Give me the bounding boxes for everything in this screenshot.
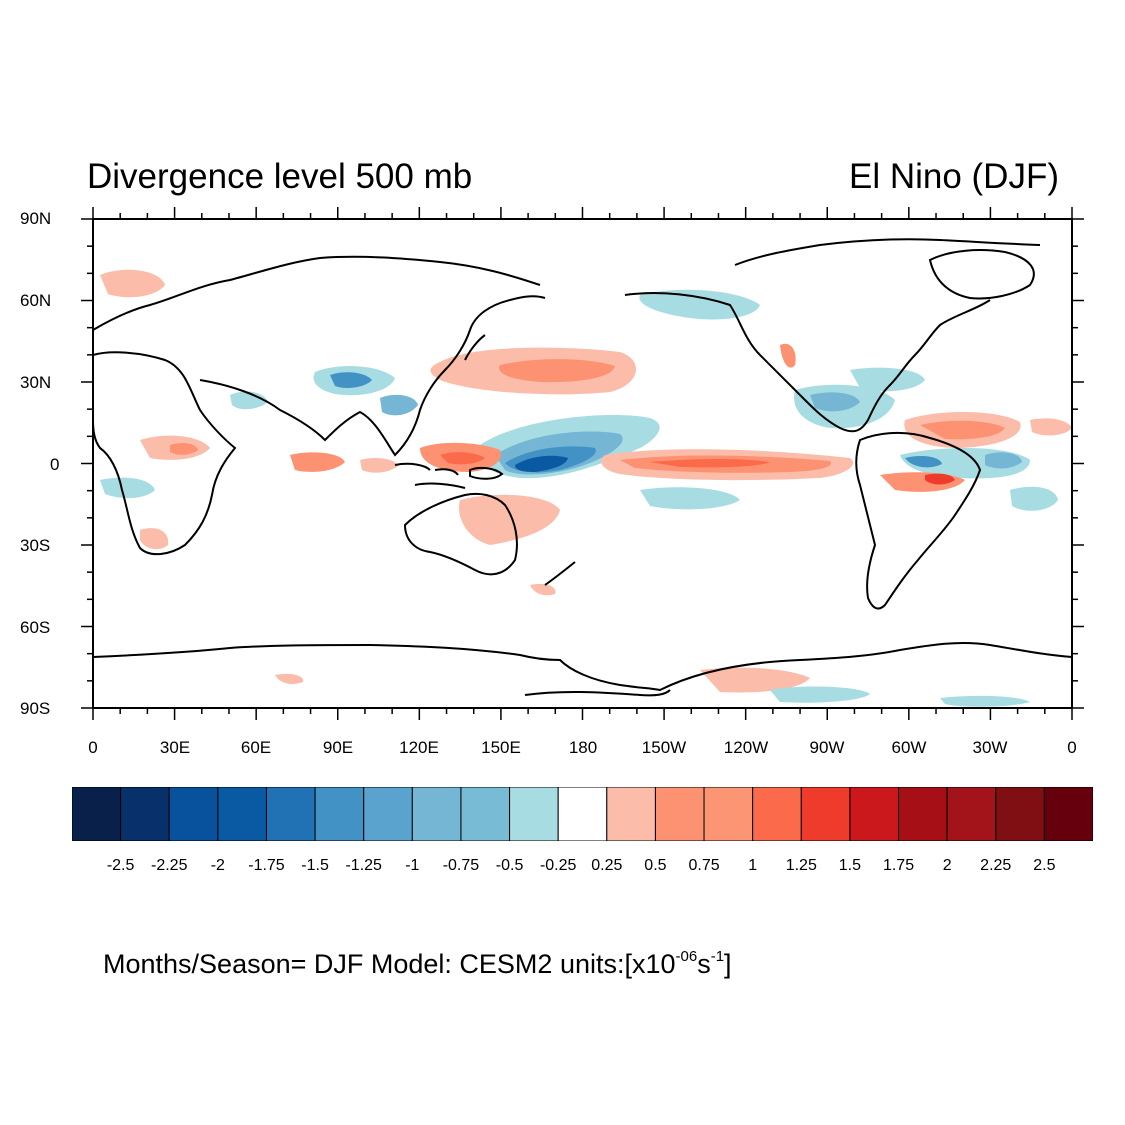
colorbar-label: 1.5 — [838, 857, 862, 874]
colorbar-swatch — [849, 787, 900, 841]
lat-label-90s: 90S — [20, 699, 51, 718]
colorbar-label: -2.25 — [151, 857, 188, 874]
colorbar-label: 0.25 — [591, 857, 623, 874]
colorbar-label: -2.5 — [106, 857, 135, 874]
anomaly-field — [100, 269, 1072, 707]
lon-label-30w: 30W — [972, 738, 1008, 757]
colorbar-label: 2.25 — [980, 857, 1012, 874]
colorbar-label: 1 — [748, 857, 758, 874]
colorbar-swatch — [800, 787, 851, 841]
colorbar-swatch — [1043, 787, 1093, 841]
colorbar-label: -1.5 — [301, 857, 329, 874]
colorbar-label: -1.25 — [345, 857, 382, 874]
lon-label-120e: 120E — [399, 738, 439, 757]
colorbar-swatch — [654, 787, 705, 841]
lon-label-90w: 90W — [809, 738, 845, 757]
colorbar-swatch — [72, 787, 122, 841]
colorbar-label: 2 — [942, 857, 952, 874]
lat-label-30s: 30S — [20, 536, 51, 555]
colorbar-label: -1.75 — [248, 857, 285, 874]
lat-label-30n: 30N — [20, 373, 52, 392]
lat-label-60n: 60N — [20, 291, 52, 310]
colorbar-label: -0.5 — [495, 857, 524, 874]
colorbar-label: -1 — [405, 857, 420, 874]
lon-label-120w: 120W — [723, 738, 769, 757]
lat-label-eq: 0 — [50, 455, 60, 474]
colorbar-label: -2 — [210, 857, 225, 874]
lon-label-30e: 30E — [159, 738, 191, 757]
colorbar-swatch — [946, 787, 997, 841]
colorbar-swatch — [217, 787, 267, 841]
coastlines — [92, 238, 1073, 697]
map-title: Divergence level 500 mb — [87, 157, 473, 196]
colorbar-swatch — [314, 787, 365, 841]
lon-label-150e: 150E — [481, 738, 521, 757]
colorbar-swatch — [363, 787, 413, 841]
lon-label-90e: 90E — [322, 738, 354, 757]
colorbar-label: -0.75 — [442, 857, 480, 874]
colorbar-label: 0.5 — [644, 857, 667, 874]
footer-prefix: Months/Season= DJF Model: CESM2 units:[x… — [103, 949, 676, 979]
lon-label-180: 180 — [568, 738, 598, 757]
lon-label-60w: 60W — [891, 738, 927, 757]
colorbar-label: -0.25 — [539, 857, 577, 874]
axis-ticks — [81, 207, 1084, 720]
colorbar-swatch — [509, 787, 559, 841]
lat-label-90n: 90N — [20, 209, 52, 228]
footer-exp2: -1 — [710, 948, 725, 965]
colorbar-swatch — [265, 787, 316, 841]
colorbar-swatch — [460, 787, 511, 841]
colorbar-label: 2.5 — [1033, 857, 1056, 874]
colorbar-swatch — [557, 787, 608, 841]
colorbar-swatch — [168, 787, 219, 841]
colorbar-swatch — [703, 787, 754, 841]
lon-label-0: 0 — [88, 738, 98, 757]
map-subtitle: El Nino (DJF) — [848, 157, 1059, 196]
colorbar-swatch — [120, 787, 170, 841]
footer-middle: s — [697, 949, 711, 979]
lon-label-0-end: 0 — [1067, 738, 1077, 757]
footer-exp1: -06 — [675, 948, 698, 965]
footer-suffix: ] — [724, 949, 732, 979]
footer-caption: Months/Season= DJF Model: CESM2 units:[x… — [103, 948, 732, 980]
colorbar-swatch — [995, 787, 1045, 841]
colorbar-label: 1.25 — [785, 857, 817, 874]
lon-label-150w: 150W — [641, 738, 687, 757]
lon-label-60e: 60E — [240, 738, 272, 757]
colorbar-swatch — [606, 787, 656, 841]
colorbar-swatch — [898, 787, 948, 841]
colorbar-label: 0.75 — [688, 857, 720, 874]
colorbar-swatch — [411, 787, 462, 841]
colorbar — [72, 787, 1093, 841]
lat-label-60s: 60S — [20, 618, 51, 637]
colorbar-label: 1.75 — [882, 857, 915, 874]
colorbar-swatch — [752, 787, 802, 841]
